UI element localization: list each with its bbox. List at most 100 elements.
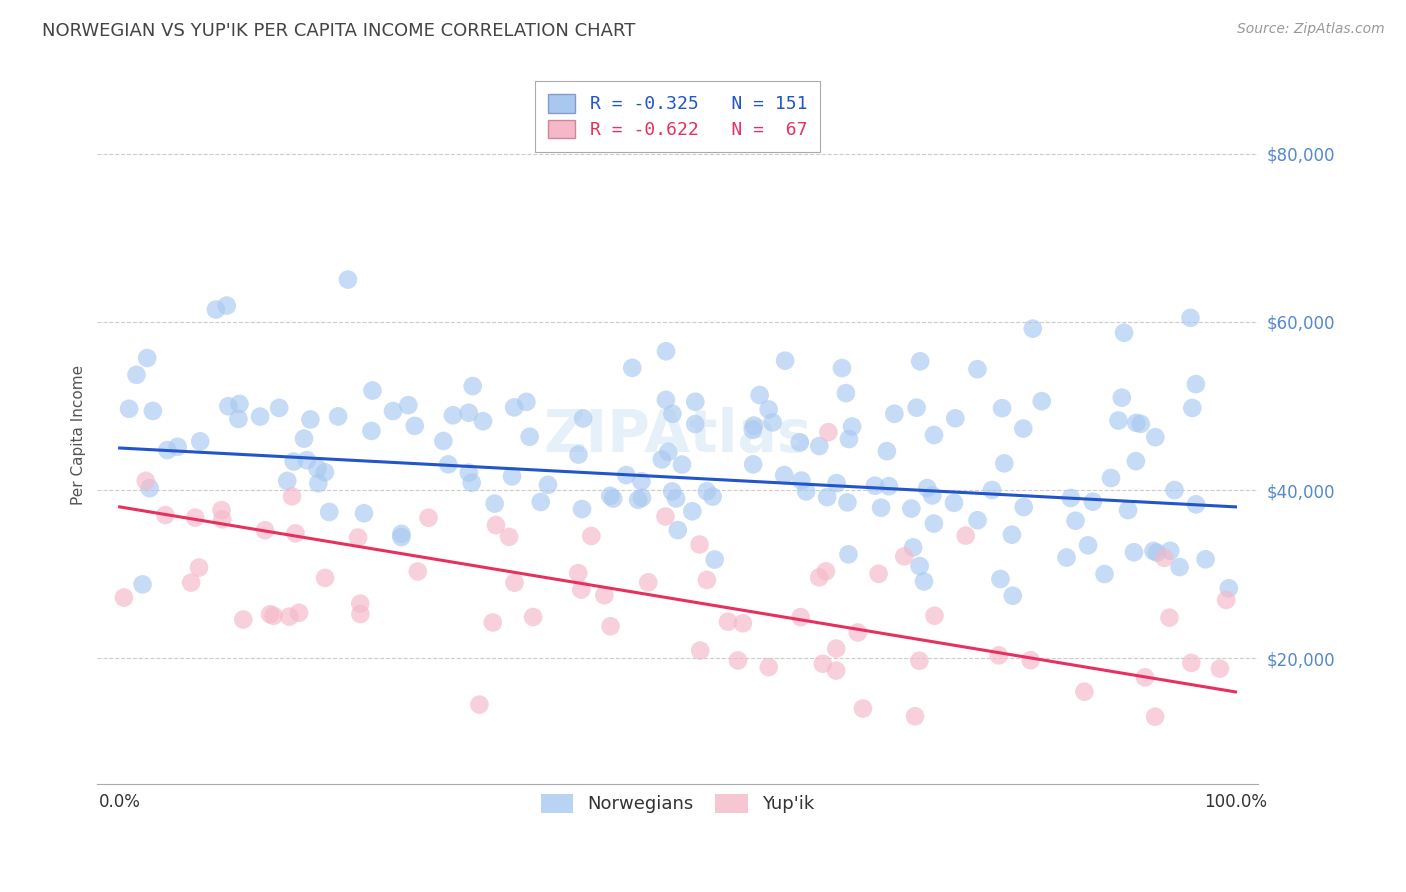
Point [825,664,848,678]
Point [284,526,307,541]
Point [870,500,893,515]
Point [215,299,238,313]
Point [1181,401,1204,415]
Point [569,582,592,597]
Point [468,698,491,712]
Point [900,501,922,516]
Point [689,537,711,551]
Point [593,588,616,602]
Point [418,510,440,524]
Point [263,608,285,623]
Point [1031,394,1053,409]
Point [118,401,141,416]
Point [868,566,890,581]
Point [484,497,506,511]
Point [922,516,945,531]
Point [1107,413,1129,427]
Point [838,432,860,446]
Point [155,508,177,522]
Point [276,474,298,488]
Point [835,386,858,401]
Text: NORWEGIAN VS YUP'IK PER CAPITA INCOME CORRELATION CHART: NORWEGIAN VS YUP'IK PER CAPITA INCOME CO… [42,22,636,40]
Point [1081,494,1104,508]
Point [1056,550,1078,565]
Point [758,402,780,417]
Point [135,474,157,488]
Point [742,458,765,472]
Point [1073,684,1095,698]
Point [742,418,765,433]
Point [893,549,915,564]
Point [318,505,340,519]
Point [877,479,900,493]
Point [731,616,754,631]
Point [498,530,520,544]
Point [360,424,382,438]
Point [567,448,589,462]
Point [1099,471,1122,485]
Point [537,477,560,491]
Point [1064,514,1087,528]
Point [621,360,644,375]
Point [852,701,875,715]
Point [717,615,740,629]
Point [131,577,153,591]
Point [581,529,603,543]
Point [814,564,837,578]
Point [657,445,679,459]
Point [696,573,718,587]
Point [689,643,711,657]
Point [808,570,831,584]
Point [389,530,412,544]
Point [1209,662,1232,676]
Point [811,657,834,671]
Point [136,351,159,365]
Point [1001,589,1024,603]
Point [915,481,938,495]
Point [921,488,943,502]
Point [503,401,526,415]
Point [437,458,460,472]
Point [188,560,211,574]
Point [863,478,886,492]
Point [741,423,763,437]
Point [831,361,853,376]
Point [404,418,426,433]
Point [924,608,946,623]
Point [326,409,349,424]
Point [1144,430,1167,444]
Point [1146,546,1168,560]
Point [966,362,988,376]
Point [904,709,927,723]
Point [1153,550,1175,565]
Point [789,435,811,450]
Point [295,453,318,467]
Point [1060,491,1083,505]
Point [281,489,304,503]
Point [1116,503,1139,517]
Point [883,407,905,421]
Point [790,474,813,488]
Point [815,490,838,504]
Point [922,428,945,442]
Point [908,354,931,368]
Point [572,411,595,425]
Point [789,610,811,624]
Point [269,401,291,415]
Text: ZIPAtlas: ZIPAtlas [543,407,811,464]
Point [1094,567,1116,582]
Point [501,469,523,483]
Point [382,404,405,418]
Point [981,483,1004,497]
Point [943,496,966,510]
Point [336,272,359,286]
Y-axis label: Per Capita Income: Per Capita Income [72,366,86,506]
Point [1144,709,1167,723]
Point [249,409,271,424]
Point [655,392,678,407]
Point [1122,545,1144,559]
Point [837,495,859,509]
Point [905,401,928,415]
Point [471,414,494,428]
Point [461,379,484,393]
